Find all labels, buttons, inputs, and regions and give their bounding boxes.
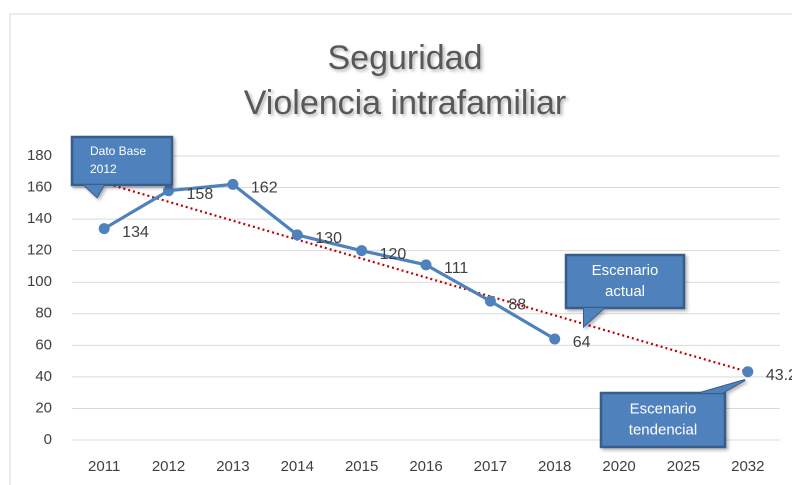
- x-tick-label: 2016: [409, 458, 442, 475]
- data-point: [549, 333, 561, 345]
- chart-title: Violencia intrafamiliar: [244, 84, 567, 122]
- x-tick-label: 2020: [602, 458, 635, 475]
- callout: [564, 253, 686, 329]
- x-tick-label: 2015: [345, 458, 378, 475]
- x-tick-label: 2013: [216, 458, 249, 475]
- callout-box: [599, 391, 727, 449]
- y-tick-label: 120: [27, 242, 52, 259]
- y-tick-label: 20: [35, 399, 52, 416]
- data-point: [291, 229, 303, 241]
- callout-tail-fill: [84, 185, 104, 197]
- callout-text: Escenario: [630, 400, 697, 417]
- callout: [599, 379, 746, 449]
- chart-title: Seguridad: [327, 39, 482, 77]
- data-point: [420, 259, 432, 271]
- data-point: [484, 295, 496, 307]
- data-point: [742, 366, 754, 378]
- y-tick-label: 0: [44, 431, 52, 448]
- y-tick-label: 100: [27, 273, 52, 290]
- x-tick-label: 2012: [152, 458, 185, 475]
- data-label: 64: [573, 334, 591, 351]
- y-tick-label: 160: [27, 179, 52, 196]
- data-point: [227, 178, 239, 190]
- y-tick-label: 180: [27, 147, 52, 164]
- data-label: 158: [187, 186, 214, 203]
- y-tick-label: 40: [35, 368, 52, 385]
- x-tick-label: 2011: [88, 458, 120, 475]
- data-label: 120: [380, 246, 407, 263]
- y-tick-label: 80: [35, 305, 52, 322]
- y-tick-label: 140: [27, 210, 52, 227]
- callout-text: Escenario: [592, 262, 659, 279]
- callout-text: tendencial: [629, 421, 697, 438]
- callout-tail-fill: [700, 380, 745, 393]
- data-point: [356, 245, 368, 257]
- data-label: 130: [315, 230, 342, 247]
- data-label: 111: [444, 260, 468, 277]
- x-tick-label: 2032: [731, 458, 764, 475]
- callout-text: actual: [605, 283, 645, 300]
- callout-box: [70, 135, 174, 187]
- callout-text: Dato Base: [90, 144, 146, 158]
- callout-tail-fill: [584, 308, 604, 326]
- data-label: 88: [508, 296, 526, 313]
- y-tick-label: 60: [35, 336, 52, 353]
- callout-text: 2012: [90, 162, 117, 176]
- data-label: 43.26: [766, 367, 792, 384]
- data-label: 162: [251, 180, 278, 197]
- callout-box: [564, 253, 686, 310]
- callout: [70, 135, 174, 199]
- x-tick-label: 2018: [538, 458, 571, 475]
- x-tick-label: 2014: [281, 458, 314, 475]
- data-point: [163, 185, 175, 197]
- x-tick-label: 2025: [667, 458, 700, 475]
- data-label: 134: [122, 224, 149, 241]
- trend-line: [103, 181, 749, 373]
- x-tick-label: 2017: [474, 458, 507, 475]
- data-point: [98, 223, 110, 235]
